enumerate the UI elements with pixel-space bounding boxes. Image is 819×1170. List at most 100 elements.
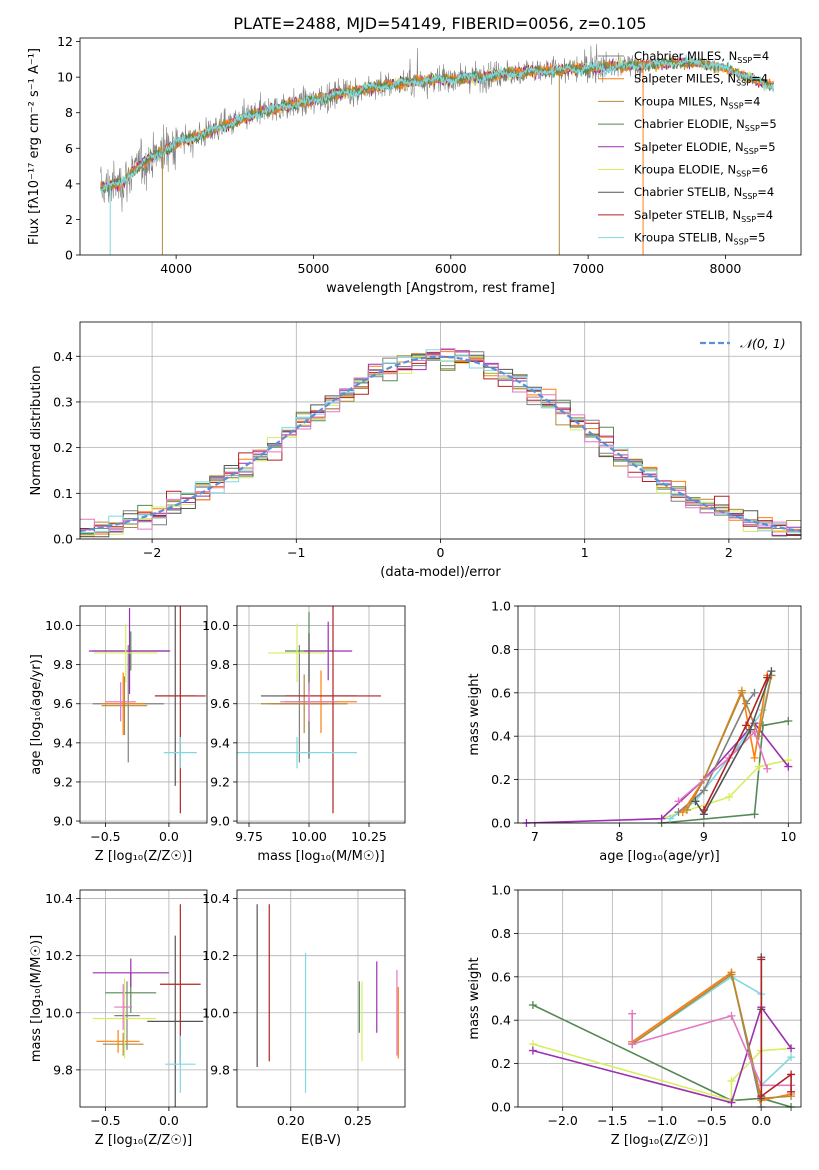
axes-frame: [236, 605, 406, 824]
legend-label: Kroupa ELODIE, NSSP=6: [634, 163, 768, 179]
y-tick-label: 0.0: [491, 816, 511, 831]
grid: [237, 890, 405, 1107]
legend-count: =4: [751, 72, 768, 86]
y-tick-label: 4: [65, 176, 73, 191]
y-tick-label: 0.2: [53, 440, 73, 455]
legend-count: =4: [744, 94, 761, 108]
y-tick-label: 0.8: [491, 926, 511, 941]
grid: [80, 890, 207, 1107]
chart-title: PLATE=2488, MJD=54149, FIBERID=0056, z=0…: [233, 14, 646, 33]
axes-frame: [79, 37, 802, 256]
x-tick-label: 8000: [710, 261, 742, 276]
legend-count: =4: [757, 185, 774, 199]
x-axis-label: mass [log₁₀(M/M☉)]: [257, 849, 384, 864]
legend-subscript: SSP: [734, 238, 749, 247]
y-tick-label: 0.4: [53, 349, 73, 364]
weight-point-marker: [674, 797, 683, 806]
model-spectrum-line: [100, 54, 774, 194]
weight-point-marker: [763, 764, 772, 773]
x-tick-label: −1.5: [597, 1113, 627, 1128]
weight-point-marker: [628, 1040, 637, 1049]
weight-point-marker: [750, 727, 759, 736]
weight-point-marker: [750, 810, 759, 819]
weight-series-line: [694, 670, 773, 816]
panel-spectrum: 4000 5000 6000 7000 8000 0 2 4 6 8 10 12 wavelength …: [27, 34, 802, 296]
x-tick-label: −1: [287, 545, 305, 560]
y-tick-label: 10.0: [202, 1005, 230, 1020]
weight-point-marker: [757, 1092, 766, 1101]
legend-subscript: SSP: [745, 124, 760, 133]
x-tick-label: −0.5: [90, 829, 120, 844]
x-tick-label: 6000: [435, 261, 467, 276]
y-tick-label: 9.8: [210, 657, 230, 672]
y-tick-label: 12: [57, 34, 73, 49]
x-tick-label: 0.0: [159, 829, 179, 844]
grid: [80, 606, 207, 823]
legend-subscript: SSP: [744, 147, 759, 156]
weight-series-line: [760, 959, 792, 1098]
x-tick-label: 9: [700, 829, 708, 844]
weight-point-marker: [757, 955, 766, 964]
y-tick-label: 0.6: [491, 685, 511, 700]
x-axis-label: Z [log₁₀(Z/Z☉)]: [611, 1133, 708, 1148]
weight-series-line: [532, 1004, 792, 1107]
weight-point-marker: [746, 725, 755, 734]
y-tick-label: 9.8: [53, 657, 73, 672]
x-tick-label: 10.00: [291, 829, 327, 844]
y-tick-label: 10.4: [202, 891, 230, 906]
y-tick-label: 8: [65, 105, 73, 120]
axes-frame: [79, 889, 208, 1108]
y-axis-label: mass weight: [467, 957, 482, 1039]
x-tick-label: −1.0: [647, 1113, 677, 1128]
legend-label-text: Salpeter STELIB, N: [634, 208, 741, 222]
weight-point-marker: [750, 753, 759, 762]
y-axis-label: Flux [fλ10⁻¹⁷ erg cm⁻² s⁻¹ A⁻¹]: [27, 48, 42, 245]
legend-count: =4: [752, 49, 769, 63]
y-tick-label: 9.0: [53, 814, 73, 829]
axes-frame: [517, 605, 802, 824]
y-tick-label: 9.2: [53, 774, 73, 789]
y-axis-label: Normed distribution: [29, 366, 44, 496]
normal-curve-line: [80, 355, 801, 533]
legend-subscript: SSP: [729, 101, 744, 110]
x-tick-label: 4000: [160, 261, 192, 276]
y-axis-label: mass [log₁₀(M/M☉)]: [29, 935, 44, 1062]
weight-point-marker: [787, 1087, 796, 1096]
x-tick-label: 8: [615, 829, 623, 844]
y-tick-label: 0.2: [491, 772, 511, 787]
x-tick-label: 7: [531, 829, 539, 844]
y-tick-label: 10.0: [202, 618, 230, 633]
legend-label: Chabrier ELODIE, NSSP=5: [634, 117, 777, 133]
weight-point-marker: [699, 786, 708, 795]
legend-label: Salpeter ELODIE, NSSP=5: [634, 140, 776, 156]
weight-point-marker: [678, 808, 687, 817]
weight-point-marker: [750, 688, 759, 697]
weight-point-marker: [628, 1009, 637, 1018]
legend-label: Chabrier MILES, NSSP=4: [634, 49, 769, 65]
y-tick-label: 0.6: [491, 969, 511, 984]
y-tick-label: 0: [65, 248, 73, 263]
legend-count: =6: [751, 163, 768, 177]
panel-mass-age: 9.75 10.00 10.25 9.0 9.2 9.4 9.6 9.8 10.0 mass [l…: [202, 605, 406, 864]
weight-point-marker: [787, 1044, 796, 1053]
weight-point-marker: [737, 688, 746, 697]
x-tick-label: 0: [437, 545, 445, 560]
y-tick-label: 9.4: [210, 735, 230, 750]
weight-point-marker: [742, 721, 751, 730]
y-tick-label: 0.2: [491, 1056, 511, 1071]
legend-count: =4: [756, 208, 773, 222]
y-tick-label: 9.0: [210, 814, 230, 829]
weight-point-marker: [725, 792, 734, 801]
panel-metallicity-age: −0.5 0.0 9.0 9.2 9.4 9.6 9.8 10.0 Z [log₁₀(Z/Z☉)…: [29, 605, 208, 864]
x-tick-label: −2.0: [548, 1113, 578, 1128]
x-tick-label: 0.25: [344, 1113, 372, 1128]
x-tick-label: 0.20: [277, 1113, 305, 1128]
x-tick-label: 7000: [572, 261, 604, 276]
y-axis-label: age [log₁₀(age/yr)]: [29, 654, 44, 775]
legend-label: Chabrier STELIB, NSSP=4: [634, 185, 774, 201]
y-tick-label: 2: [65, 212, 73, 227]
y-tick-label: 10.0: [45, 618, 73, 633]
legend-label-text: Chabrier STELIB, N: [634, 185, 742, 199]
panel-extinction-mass: 0.20 0.25 9.8 10.0 10.2 10.4 E(B-V): [202, 889, 406, 1148]
